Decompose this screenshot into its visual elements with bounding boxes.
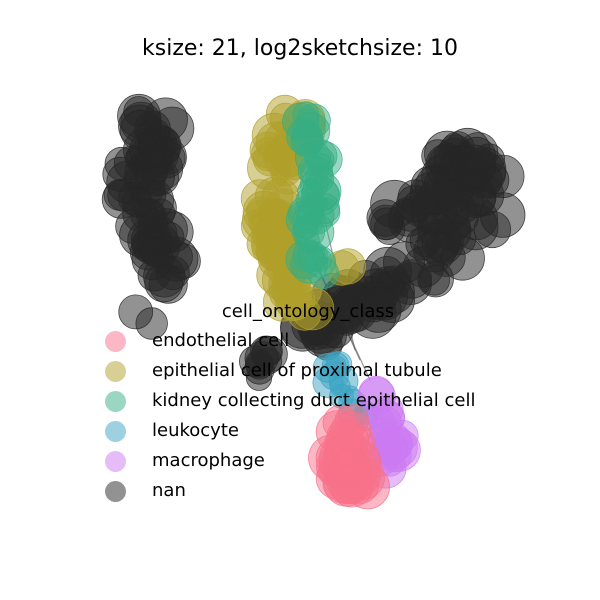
- data-point: [421, 139, 455, 173]
- data-point: [330, 410, 372, 452]
- chart-title: ksize: 21, log2sketchsize: 10: [142, 36, 458, 61]
- legend-label: epithelial cell of proximal tubule: [152, 360, 442, 381]
- legend-item: endothelial cell: [100, 326, 540, 356]
- data-point: [118, 294, 154, 330]
- data-point: [452, 144, 497, 189]
- legend-label: kidney collecting duct epithelial cell: [152, 390, 476, 411]
- legend-item: macrophage: [100, 446, 540, 476]
- data-point: [418, 264, 450, 296]
- data-point: [291, 122, 324, 155]
- legend-label: macrophage: [152, 450, 265, 471]
- data-point: [312, 366, 344, 399]
- points-layer: [101, 93, 526, 510]
- legend-label: endothelial cell: [152, 330, 290, 351]
- data-point: [473, 210, 512, 249]
- legend-item: epithelial cell of proximal tubule: [100, 356, 540, 386]
- legend-item: kidney collecting duct epithelial cell: [100, 386, 540, 416]
- data-point: [140, 236, 171, 267]
- legend-swatch: [105, 421, 126, 442]
- legend-swatch: [105, 331, 126, 352]
- legend: cell_ontology_class endothelial cell epit…: [100, 298, 540, 506]
- legend-item: leukocyte: [100, 416, 540, 446]
- legend-title: cell_ontology_class: [221, 301, 395, 322]
- legend-swatch: [105, 481, 126, 502]
- legend-swatch: [105, 361, 126, 382]
- legend-swatch: [105, 451, 126, 472]
- data-point: [368, 204, 404, 240]
- data-point: [121, 186, 153, 218]
- legend-item: nan: [100, 476, 540, 506]
- data-point: [119, 109, 161, 151]
- legend-swatch: [105, 391, 126, 412]
- data-point: [294, 212, 335, 253]
- legend-label: leukocyte: [152, 420, 239, 441]
- data-point: [249, 335, 282, 368]
- legend-label: nan: [152, 480, 186, 501]
